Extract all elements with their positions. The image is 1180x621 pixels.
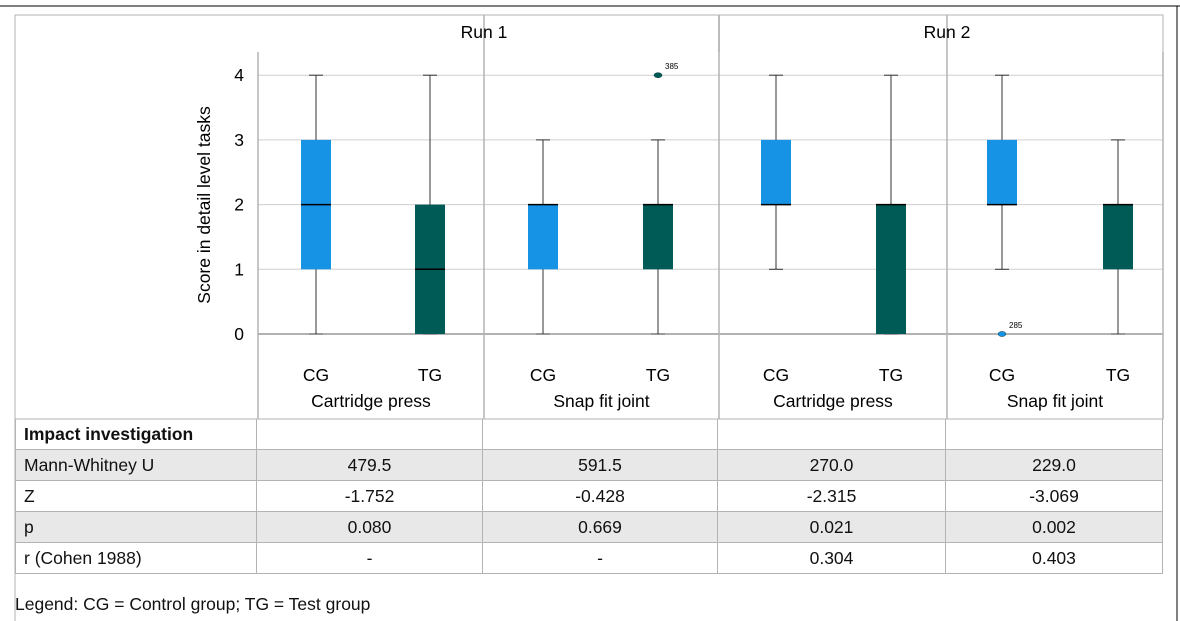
table-cell: 229.0 [946, 450, 1163, 481]
table-cell: -2.315 [718, 481, 946, 512]
table-header: Impact investigation [15, 419, 257, 450]
task-label: Cartridge press [311, 391, 431, 411]
row-label: r (Cohen 1988) [15, 543, 257, 574]
table-row: Z -1.752 -0.428 -2.315 -3.069 [15, 481, 1163, 512]
table-row: r (Cohen 1988) - - 0.304 0.403 [15, 543, 1163, 574]
outlier-point [997, 331, 1007, 337]
y-tick-label: 1 [234, 259, 244, 279]
row-label: Mann-Whitney U [15, 450, 257, 481]
table-cell: 0.403 [946, 543, 1163, 574]
run-2-header: Run 2 [924, 22, 971, 42]
y-tick-label: 2 [234, 195, 244, 215]
group-label: CG [530, 365, 556, 385]
table-cell [257, 419, 483, 450]
group-label: TG [418, 365, 442, 385]
table-row: Mann-Whitney U 479.5 591.5 270.0 229.0 [15, 450, 1163, 481]
table-cell [483, 419, 718, 450]
box-tg [643, 204, 673, 270]
box-cg [761, 139, 791, 205]
legend-text: Legend: CG = Control group; TG = Test gr… [15, 594, 371, 614]
group-label: TG [1106, 365, 1130, 385]
table-cell: 0.002 [946, 512, 1163, 543]
box-tg [876, 204, 906, 334]
table-cell: - [483, 543, 718, 574]
y-axis-label: Score in detail level tasks [194, 106, 214, 304]
y-tick-label: 4 [234, 65, 244, 85]
task-label: Cartridge press [773, 391, 893, 411]
table-cell: 0.669 [483, 512, 718, 543]
table-cell [718, 419, 946, 450]
box-tg [1103, 204, 1133, 270]
task-label: Snap fit joint [553, 391, 649, 411]
outlier-label: 285 [1009, 321, 1023, 330]
table-cell: - [257, 543, 483, 574]
outlier-label: 385 [665, 62, 679, 71]
table-cell: -1.752 [257, 481, 483, 512]
group-label: TG [646, 365, 670, 385]
row-label: p [15, 512, 257, 543]
outlier-point [653, 72, 663, 78]
task-label: Snap fit joint [1007, 391, 1103, 411]
table-cell: 591.5 [483, 450, 718, 481]
run-1-header: Run 1 [461, 22, 508, 42]
table-cell: 0.304 [718, 543, 946, 574]
y-tick-label: 3 [234, 130, 244, 150]
group-label: CG [763, 365, 789, 385]
table-header-row: Impact investigation [15, 419, 1163, 450]
box-cg [987, 139, 1017, 205]
group-label: CG [303, 365, 329, 385]
table-cell: -0.428 [483, 481, 718, 512]
group-label: TG [879, 365, 903, 385]
y-tick-label: 0 [234, 324, 244, 344]
table-cell [946, 419, 1163, 450]
table-cell: 0.080 [257, 512, 483, 543]
table-row: p 0.080 0.669 0.021 0.002 [15, 512, 1163, 543]
table-cell: 479.5 [257, 450, 483, 481]
table-cell: -3.069 [946, 481, 1163, 512]
row-label: Z [15, 481, 257, 512]
group-label: CG [989, 365, 1015, 385]
table-cell: 0.021 [718, 512, 946, 543]
box-cg [528, 204, 558, 270]
table-cell: 270.0 [718, 450, 946, 481]
